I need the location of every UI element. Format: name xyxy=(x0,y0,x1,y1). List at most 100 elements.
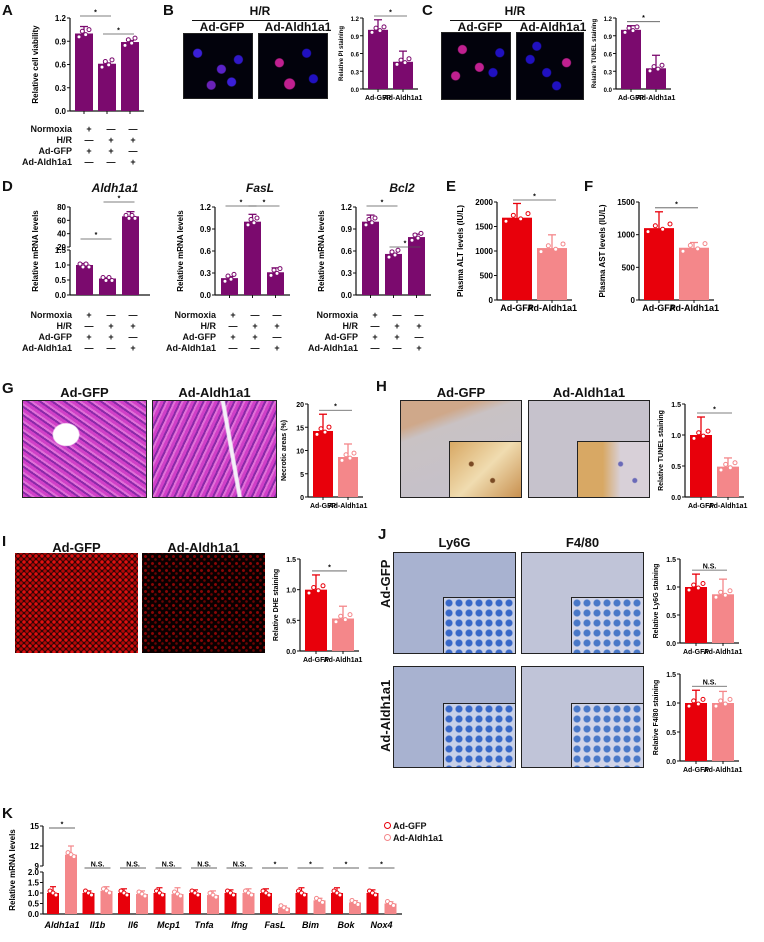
bar xyxy=(646,68,666,89)
y-axis-label: Relative mRNA levels xyxy=(8,829,17,911)
y-tick-label: 20 xyxy=(296,402,304,409)
y-tick-label: 0.3 xyxy=(200,269,212,278)
y-tick-label: 0.0 xyxy=(55,107,67,116)
condition-row: Ad-GFP + + — xyxy=(38,332,138,342)
dhe-image-ad-aldh1a1 xyxy=(142,553,265,653)
significance-mark: N.S. xyxy=(126,862,140,869)
x-tick-label: Ad-Aldh1a1 xyxy=(637,95,676,102)
panel-label-a: A xyxy=(2,2,13,19)
conditions-table-d1: Normoxia + — — H/R — + + Ad-GFP + + — Ad-Aldh1a1— — + xyxy=(8,310,144,354)
svg-text:0.5: 0.5 xyxy=(28,900,40,909)
bar xyxy=(537,248,567,300)
y-tick-label: 0.6 xyxy=(604,53,613,59)
legend-marker-ad-gfp-icon xyxy=(384,822,391,829)
condition-row: H/R — + + xyxy=(342,321,422,331)
x-tick-label: Ifng xyxy=(231,920,248,930)
significance-mark: * xyxy=(380,862,383,869)
chart-d-bcl2-mrna: Relative mRNA levels 0.0 0.3 0.6 0.9 1.2 * * xyxy=(317,200,431,300)
svg-text:1.5: 1.5 xyxy=(55,246,67,255)
chart-g-necrotic-areas: Necrotic areas (%) 0 5 10 15 20 Ad-GFPAd-Aldh1… xyxy=(281,402,368,510)
condition-row: Normoxia + — — xyxy=(30,310,138,320)
y-tick-label: 15 xyxy=(296,425,304,432)
conditions-table-d3: Normoxia + — — H/R — + + Ad-GFP + + — Ad-Aldh1a1— — + xyxy=(294,310,430,354)
y-tick-label: 1000 xyxy=(475,247,493,256)
svg-text:*: * xyxy=(118,196,121,203)
bar xyxy=(47,893,59,914)
img-label-i-left: Ad-GFP xyxy=(52,540,101,555)
chart-f-plasma-ast: Plasma AST levels (IU/L) 0 500 1000 1500 Ad-G… xyxy=(598,198,719,313)
y-axis-label: Relative TUNEL staining xyxy=(592,19,598,89)
pi-image-ad-aldh1a1 xyxy=(258,33,328,99)
bar xyxy=(621,29,641,89)
zoom-inset-j3 xyxy=(443,703,515,767)
significance-mark: * xyxy=(117,28,120,35)
y-tick-label: 0 xyxy=(631,296,636,305)
y-tick-label: 0.6 xyxy=(351,53,360,59)
row-label-j-ad-gfp: Ad-GFP xyxy=(378,559,393,608)
y-tick-label: 1500 xyxy=(617,198,635,207)
condition-row: Ad-Aldh1a1— — + xyxy=(21,343,136,353)
tunel-ihc-image-ad-gfp xyxy=(400,400,522,498)
y-tick-label: 1.5 xyxy=(666,557,676,564)
chart-j-f480-staining: Relative F4/80 staining 0.0 0.5 1.0 1.5 Ad-GF… xyxy=(653,672,743,774)
bar xyxy=(244,221,261,295)
bar xyxy=(366,893,379,914)
x-tick-label: Nox4 xyxy=(370,920,392,930)
condition-row: H/R — + + xyxy=(56,135,136,145)
svg-text:*: * xyxy=(95,232,98,239)
significance-mark: * xyxy=(345,862,348,869)
panel-label-f: F xyxy=(584,178,594,195)
svg-text:2.0: 2.0 xyxy=(28,868,40,877)
chart-d-aldh1a1-mrna: Relative mRNA levels 0.0 0.5 1.0 1.520 40 60 80… xyxy=(31,196,150,300)
y-tick-label: 0.3 xyxy=(604,70,613,76)
x-tick-label: Ad-Aldh1a1 xyxy=(329,503,368,510)
y-tick-label: 0.0 xyxy=(341,291,353,300)
bar xyxy=(712,703,734,761)
bar xyxy=(121,42,139,111)
bar xyxy=(385,253,402,295)
condition-row: H/R — + + xyxy=(56,321,136,331)
bar xyxy=(690,435,712,497)
significance-mark: * xyxy=(274,862,277,869)
y-tick-label: 1.2 xyxy=(351,17,360,23)
y-axis-label: Relative cell viability xyxy=(31,25,40,104)
y-tick-label: 1.2 xyxy=(341,203,353,212)
y-tick-label: 1.5 xyxy=(666,672,676,679)
significance-mark: * xyxy=(404,241,407,248)
y-tick-label: 0 xyxy=(489,296,494,305)
legend-marker-ad-aldh1a1-icon xyxy=(384,834,391,841)
y-axis-label: Plasma AST levels (IU/L) xyxy=(598,204,607,297)
condition-row: Normoxia + — — xyxy=(316,310,424,320)
bar xyxy=(368,29,388,89)
chart-j-ly6g-staining: Relative Ly6G staining 0.0 0.5 1.0 1.5 Ad-GFP… xyxy=(653,557,743,656)
chart-i-dhe-staining: Relative DHE staining 0.0 0.5 1.0 1.5 Ad-GFPA… xyxy=(273,557,363,664)
y-tick-label: 500 xyxy=(480,272,494,281)
x-tick-label: Tnfa xyxy=(195,920,214,930)
y-tick-label: 0.6 xyxy=(341,247,353,256)
bar xyxy=(82,893,95,914)
x-tick-label: Ad-GFP xyxy=(500,303,534,313)
significance-mark: * xyxy=(328,564,331,571)
img-label-c-right: Ad-Aldh1a1 xyxy=(519,20,587,34)
zoom-inset-j4 xyxy=(571,703,643,767)
y-tick-label: 0 xyxy=(300,495,304,502)
significance-mark: N.S. xyxy=(703,680,717,687)
chart-b-pi-staining: Relative PI staining 0.0 0.3 0.6 0.9 1.2 Ad-GF… xyxy=(339,10,423,103)
y-tick-label: 0.9 xyxy=(604,35,613,41)
img-label-g-right: Ad-Aldh1a1 xyxy=(178,385,251,400)
conditions-table-a: Normoxia + — — H/R — + + Ad-GFP + + — Ad-Aldh1a1— — + xyxy=(8,124,144,168)
y-tick-label: 0.0 xyxy=(604,88,613,94)
bar xyxy=(362,221,379,295)
svg-text:80: 80 xyxy=(57,203,66,212)
svg-text:1.0: 1.0 xyxy=(28,889,40,898)
zoom-inset-h-left xyxy=(449,441,521,497)
bar xyxy=(685,703,707,761)
significance-mark: * xyxy=(240,200,243,207)
img-label-i-right: Ad-Aldh1a1 xyxy=(167,540,240,555)
bar xyxy=(207,895,219,914)
significance-mark: * xyxy=(642,15,645,22)
bar xyxy=(305,589,327,651)
x-tick-label: Mcp1 xyxy=(157,920,180,930)
y-tick-label: 0.9 xyxy=(341,225,353,234)
significance-mark: * xyxy=(381,200,384,207)
